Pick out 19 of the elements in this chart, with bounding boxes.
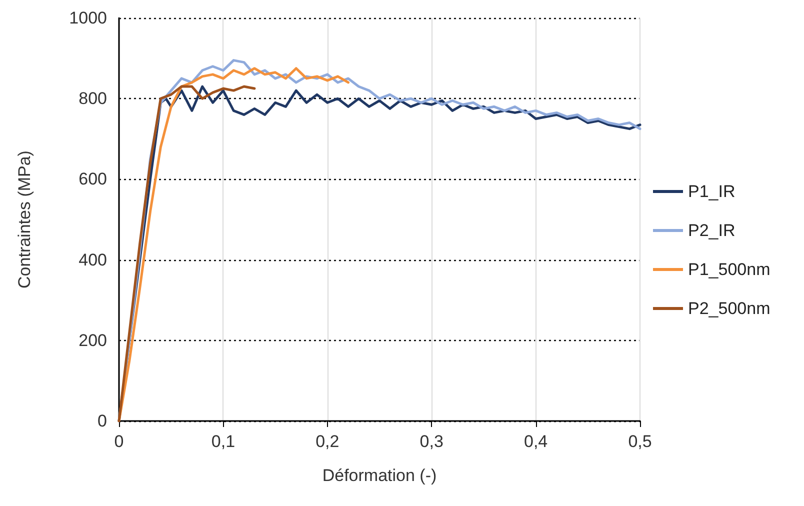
x-tick-label: 0 — [114, 432, 124, 451]
x-tick-label: 0,3 — [420, 432, 444, 451]
x-tick-label: 0,4 — [524, 432, 548, 451]
y-tick-label: 800 — [78, 89, 107, 108]
legend-label: P1_IR — [688, 182, 736, 201]
legend-label: P1_500nm — [688, 260, 770, 279]
y-tick-label: 0 — [98, 412, 107, 430]
y-tick-label: 1000 — [69, 8, 107, 28]
x-tick-label: 0,5 — [628, 432, 652, 451]
y-tick-label: 200 — [78, 330, 107, 350]
x-tick-label: 0,1 — [211, 432, 236, 451]
x-tick-label: 0,2 — [316, 432, 340, 451]
legend-label: P2_IR — [688, 221, 736, 240]
x-axis-title: Déformation (-) — [322, 466, 437, 485]
y-axis-title: Contraintes (MPa) — [15, 150, 34, 288]
legend-label: P2_500nm — [688, 299, 770, 318]
y-tick-label: 600 — [78, 170, 107, 189]
line-series — [118, 85, 256, 422]
y-tick-label: 400 — [78, 250, 107, 270]
